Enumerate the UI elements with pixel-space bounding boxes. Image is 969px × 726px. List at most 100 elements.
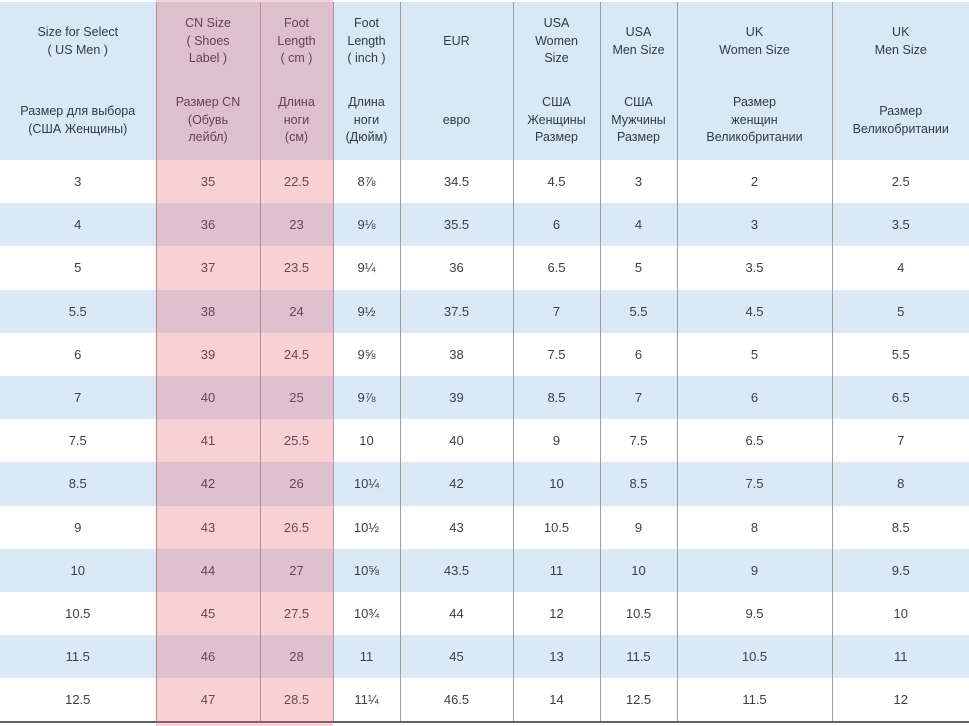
table-cell: 8⅞ — [332, 160, 400, 204]
header-label-ru: Размер женщин Великобритании — [706, 95, 803, 145]
table-cell: 10⅝ — [332, 548, 400, 592]
table-cell: 5.5 — [599, 289, 677, 333]
column-header-usa-men: USA Men Size США Мужчины Размер — [599, 2, 677, 160]
table-cell: 41 — [155, 419, 260, 463]
table-cell: 26.5 — [259, 505, 333, 549]
table-cell: 43.5 — [399, 548, 513, 592]
table-cell: 5 — [676, 332, 832, 376]
table-cell: 42 — [399, 462, 513, 506]
table-cell: 35.5 — [399, 203, 513, 247]
header-label-ru: Размер CN (Обувь лейбл) — [175, 95, 241, 145]
header-label-en: UK Women Size — [719, 25, 790, 57]
table-cell: 7 — [599, 375, 677, 420]
header-label-en: Foot Length ( inch ) — [347, 16, 386, 66]
table-cell: 28 — [259, 635, 333, 679]
table-cell: 9½ — [332, 289, 400, 333]
table-cell: 9.5 — [831, 548, 969, 592]
header-label-en: USA Women Size — [535, 16, 578, 66]
table-cell: 4 — [0, 203, 156, 247]
table-cell: 3 — [0, 160, 156, 204]
table-cell: 9 — [676, 548, 832, 592]
table-cell: 39 — [155, 332, 260, 376]
table-cell: 14 — [512, 678, 600, 723]
table-cell: 12 — [512, 591, 600, 636]
table-cell: 44 — [155, 548, 260, 592]
table-cell: 12.5 — [0, 678, 156, 723]
table-cell: 9¼ — [332, 246, 400, 290]
table-cell: 6.5 — [831, 375, 969, 420]
table-cell: 43 — [399, 505, 513, 549]
table-cell: 10.5 — [0, 591, 156, 636]
table-cell: 46.5 — [399, 678, 513, 723]
table-cell: 11 — [512, 548, 600, 592]
table-cell: 10 — [599, 548, 677, 592]
table-cell: 9⅛ — [332, 203, 400, 247]
header-label-en: EUR — [443, 33, 470, 48]
table-cell: 3.5 — [831, 203, 969, 247]
table-cell: 7.5 — [676, 462, 832, 506]
table-cell: 8 — [831, 462, 969, 506]
table-cell: 3 — [676, 203, 832, 247]
header-label-en: USA Men Size — [612, 25, 665, 57]
header-label-ru: США Женщины Размер — [527, 95, 586, 145]
table-cell: 26 — [259, 462, 333, 506]
table-cell: 37.5 — [399, 289, 513, 333]
table-cell: 4.5 — [676, 289, 832, 333]
header-label-ru: Длина ноги (Дюйм) — [345, 95, 388, 145]
table-row: 3 35 22.5 8⅞ 34.5 4.5 3 2 2.5 — [0, 160, 969, 204]
table-cell: 24.5 — [259, 332, 333, 376]
table-cell: 8.5 — [512, 375, 600, 420]
table-cell: 22.5 — [259, 160, 333, 204]
table-row: 12.5 47 28.5 11¼ 46.5 14 12.5 11.5 12 — [0, 678, 969, 723]
table-cell: 25 — [259, 375, 333, 420]
table-cell: 45 — [399, 635, 513, 679]
column-header-uk-women: UK Women Size Размер женщин Великобритан… — [676, 2, 832, 160]
header-label-ru: Размер для выбора (США Женщины) — [20, 104, 136, 136]
table-cell: 6 — [0, 332, 156, 376]
header-label-ru: евро — [442, 112, 471, 127]
table-cell: 24 — [259, 289, 333, 333]
column-header-cn-size: CN Size ( Shoes Label ) Размер CN (Обувь… — [155, 2, 260, 160]
column-header-uk-men: UK Men Size Размер Великобритании — [831, 2, 969, 160]
table-cell: 5.5 — [831, 332, 969, 376]
table-cell: 10.5 — [599, 591, 677, 636]
table-cell: 6.5 — [512, 246, 600, 290]
table-cell: 34.5 — [399, 160, 513, 204]
table-row: 7 40 25 9⅞ 39 8.5 7 6 6.5 — [0, 375, 969, 420]
table-body: 3 35 22.5 8⅞ 34.5 4.5 3 2 2.5 4 36 23 9⅛ 35.5 6 4 3 3.5 5 3… — [0, 160, 969, 723]
table-cell: 44 — [399, 591, 513, 636]
table-cell: 47 — [155, 678, 260, 723]
table-cell: 7 — [0, 375, 156, 420]
table-cell: 9 — [512, 419, 600, 463]
table-cell: 2.5 — [831, 160, 969, 204]
table-cell: 7.5 — [0, 419, 156, 463]
table-cell: 6 — [676, 375, 832, 420]
column-header-us-select: Size for Select ( US Men ) Размер для вы… — [0, 2, 156, 160]
table-row: 7.5 41 25.5 10 40 9 7.5 6.5 7 — [0, 419, 969, 463]
table-cell: 5 — [0, 246, 156, 290]
table-cell: 37 — [155, 246, 260, 290]
table-cell: 40 — [399, 419, 513, 463]
header-label-en: UK Men Size — [874, 25, 927, 57]
table-row: 10.5 45 27.5 10¾ 44 12 10.5 9.5 10 — [0, 591, 969, 636]
table-cell: 10.5 — [512, 505, 600, 549]
table-row: 10 44 27 10⅝ 43.5 11 10 9 9.5 — [0, 548, 969, 592]
table-row: 5.5 38 24 9½ 37.5 7 5.5 4.5 5 — [0, 289, 969, 333]
table-cell: 43 — [155, 505, 260, 549]
table-cell: 42 — [155, 462, 260, 506]
header-label-en: CN Size ( Shoes Label ) — [185, 16, 231, 66]
table-cell: 45 — [155, 591, 260, 636]
table-row: 9 43 26.5 10½ 43 10.5 9 8 8.5 — [0, 505, 969, 549]
table-cell: 6.5 — [676, 419, 832, 463]
table-cell: 11¼ — [332, 678, 400, 723]
table-cell: 36 — [399, 246, 513, 290]
table-cell: 27 — [259, 548, 333, 592]
table-cell: 36 — [155, 203, 260, 247]
table-row: 11.5 46 28 11 45 13 11.5 10.5 11 — [0, 635, 969, 679]
table-cell: 11 — [332, 635, 400, 679]
table-cell: 35 — [155, 160, 260, 204]
table-row: 5 37 23.5 9¼ 36 6.5 5 3.5 4 — [0, 246, 969, 290]
table-cell: 12.5 — [599, 678, 677, 723]
